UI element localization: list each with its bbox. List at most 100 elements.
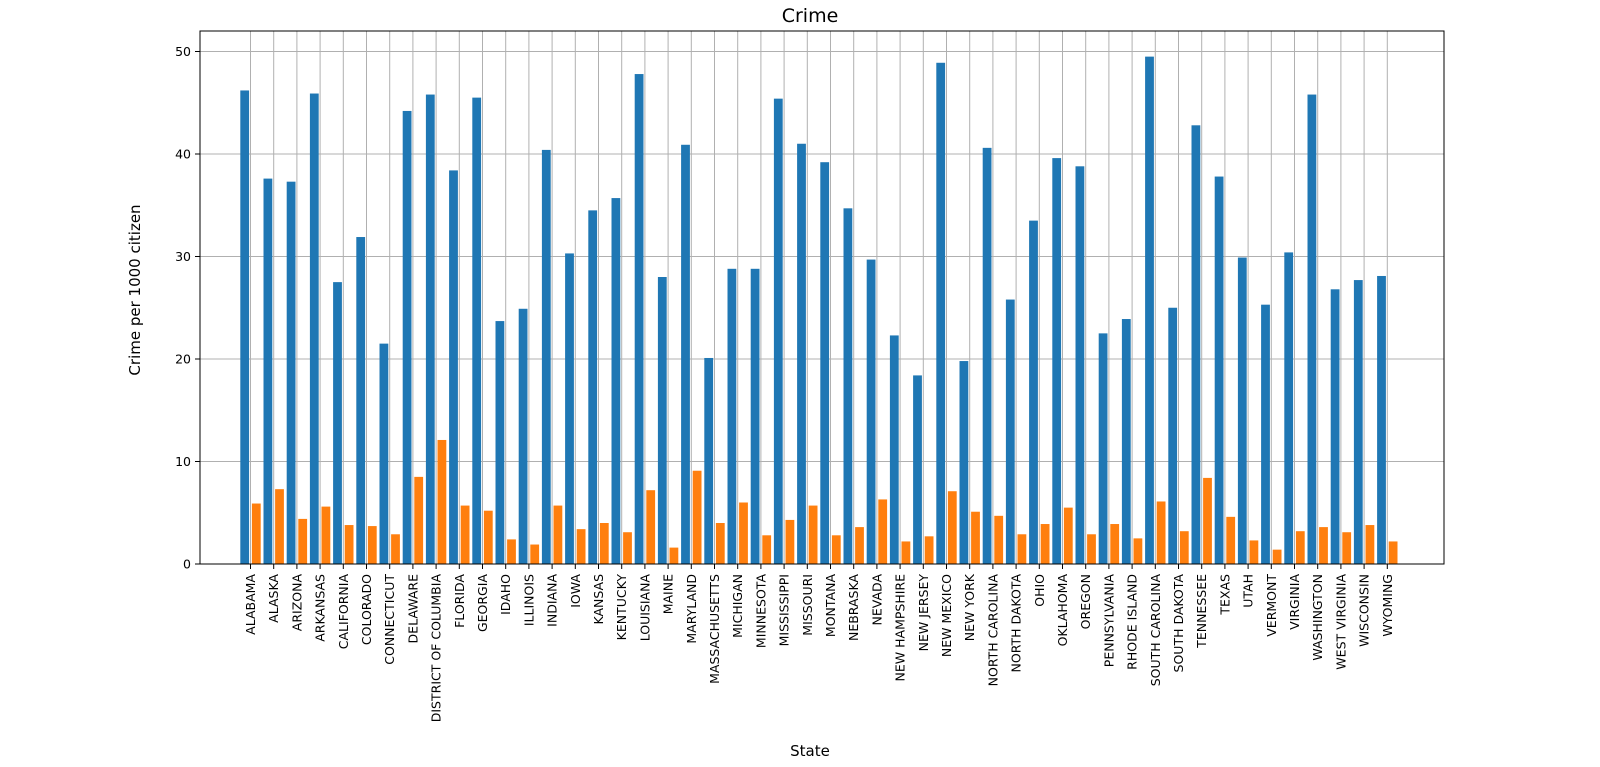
bar-series-1 (1330, 289, 1340, 564)
x-tick-label: TEXAS (1217, 574, 1232, 616)
x-tick-label: ARIZONA (289, 574, 304, 632)
bar-series-2 (715, 523, 725, 564)
x-tick-label: ALASKA (266, 574, 281, 623)
bar-series-2 (275, 489, 284, 564)
bar-series-2 (808, 505, 818, 564)
x-tick-label: SOUTH CAROLINA (1148, 574, 1163, 687)
bar-series-1 (333, 282, 342, 564)
x-tick-label: SOUTH DAKOTA (1171, 574, 1186, 673)
bar-series-1 (1261, 304, 1270, 564)
bar-series-1 (541, 149, 551, 564)
x-tick-label: IOWA (568, 574, 583, 608)
bar-series-1 (1052, 158, 1062, 564)
bar-series-2 (414, 476, 424, 564)
x-tick-label: OKLAHOMA (1055, 574, 1070, 647)
bar-series-2 (1249, 540, 1259, 564)
x-tick-label: TENNESSEE (1194, 574, 1209, 649)
bar-series-1 (309, 93, 319, 565)
bar-series-1 (1284, 252, 1294, 564)
x-tick-label: ARKANSAS (313, 574, 328, 642)
axes (195, 30, 1445, 569)
bar-series-2 (298, 518, 308, 564)
bar-series-2 (878, 499, 888, 564)
bar-series-1 (402, 110, 412, 564)
chart-title: Crime (782, 5, 839, 27)
plot-frame (199, 30, 1445, 565)
y-tick-label: 50 (175, 44, 191, 59)
bar-series-2 (1087, 534, 1096, 564)
bar-series-2 (576, 529, 586, 564)
bar-series-2 (1179, 531, 1189, 564)
x-tick-label: MINNESOTA (753, 574, 768, 649)
bar-series-2 (1272, 549, 1282, 564)
bar-series-2 (1388, 541, 1398, 564)
bar-series-2 (391, 534, 400, 564)
bar-series-1 (913, 375, 922, 564)
bar-series-1 (1121, 319, 1131, 564)
bar-series-1 (936, 62, 946, 565)
x-tick-label: MAINE (661, 574, 676, 614)
bar-series-1 (379, 343, 389, 564)
bar-series-2 (483, 510, 493, 564)
bar-series-1 (588, 210, 598, 564)
x-tick-label: MISSISSIPPI (777, 574, 792, 646)
x-tick-label: OREGON (1078, 574, 1093, 629)
x-tick-label: PENNSYLVANIA (1101, 574, 1116, 668)
tick-labels: 0 10 20 30 40 50 ALABAMA ALASKA ARIZONA ARKANSAS C… (175, 44, 1395, 722)
bar-series-1 (565, 253, 574, 565)
bar-series-2 (599, 523, 609, 564)
bar-series-1 (634, 74, 644, 565)
bar-series-2 (692, 470, 702, 564)
bar-series-2 (367, 526, 377, 564)
x-tick-label: NEBRASKA (846, 574, 861, 641)
x-tick-label: MISSOURI (800, 574, 815, 636)
y-tick-label: 0 (183, 557, 191, 572)
bar-series-2 (901, 541, 911, 564)
y-axis-label: Crime per 1000 citizen (126, 204, 144, 375)
bar-series-2 (1342, 532, 1352, 564)
y-tick-label: 30 (175, 249, 191, 264)
x-tick-label: UTAH (1241, 574, 1256, 608)
bar-series-1 (518, 308, 528, 564)
bar-series-1 (1029, 220, 1038, 564)
y-tick-label: 20 (175, 352, 191, 367)
bar-series-2 (924, 536, 934, 564)
bar-series-2 (507, 539, 516, 564)
x-tick-label: IDAHO (498, 574, 513, 615)
bar-series-1 (1098, 333, 1108, 564)
bar-series-1 (1005, 299, 1015, 564)
bar-series-2 (344, 525, 354, 564)
x-tick-label: CONNECTICUT (382, 574, 397, 665)
x-tick-label: NEW MEXICO (939, 574, 954, 657)
bar-series-1 (773, 98, 783, 565)
x-tick-label: NEW YORK (962, 573, 977, 641)
x-tick-label: KANSAS (591, 574, 606, 625)
bar-series-1 (1307, 94, 1317, 565)
bar-series-1 (866, 259, 876, 564)
x-tick-label: MARYLAND (684, 574, 699, 644)
bar-series-2 (971, 511, 980, 564)
bar-series-1 (240, 90, 250, 564)
bar-series-1 (1353, 280, 1363, 564)
bar-series-2 (1295, 531, 1305, 564)
bar-series-2 (437, 439, 447, 564)
bar-series-1 (263, 178, 273, 564)
x-tick-label: VERMONT (1264, 574, 1279, 637)
x-tick-label: NEW HAMPSHIRE (893, 574, 908, 682)
bar-series-2 (1040, 524, 1050, 564)
y-tick-label: 10 (175, 454, 191, 469)
bar-series-1 (750, 268, 760, 564)
x-tick-label: VIRGINIA (1287, 574, 1302, 630)
bar-series-1 (681, 144, 690, 564)
bar-series-1 (1237, 257, 1247, 564)
bar-series-2 (1133, 538, 1143, 564)
bar-series-2 (1017, 534, 1027, 564)
x-tick-label: WISCONSIN (1357, 574, 1372, 647)
x-tick-label: ILLINOIS (521, 574, 536, 626)
bar-series-1 (820, 162, 830, 564)
bar-series-1 (959, 361, 969, 564)
bar-series-2 (1063, 507, 1073, 564)
x-tick-label: KENTUCKY (614, 574, 629, 641)
bar-series-1 (797, 143, 806, 564)
